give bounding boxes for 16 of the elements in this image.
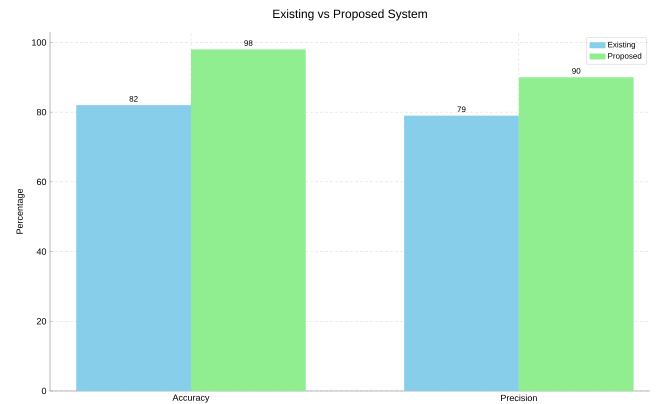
data-label: 98 [244,40,252,46]
y-tick-label: 0 [42,388,46,394]
y-axis-title: Percentage [16,188,25,234]
legend-label: Proposed [608,52,642,60]
y-tick-label: 20 [36,318,46,324]
y-tick-label: 80 [36,108,46,116]
data-label: 82 [130,96,138,102]
data-label: 90 [572,68,580,74]
chart-title: Existing vs Proposed System [273,9,427,20]
y-tick-label: 40 [36,248,46,255]
data-label: 79 [457,106,466,112]
x-tick-label: Precision [501,394,537,402]
legend-label: Existing [608,42,636,50]
y-tick-label: 100 [32,39,46,46]
y-tick-label: 60 [36,178,46,186]
x-tick-label: Accuracy [172,394,210,403]
